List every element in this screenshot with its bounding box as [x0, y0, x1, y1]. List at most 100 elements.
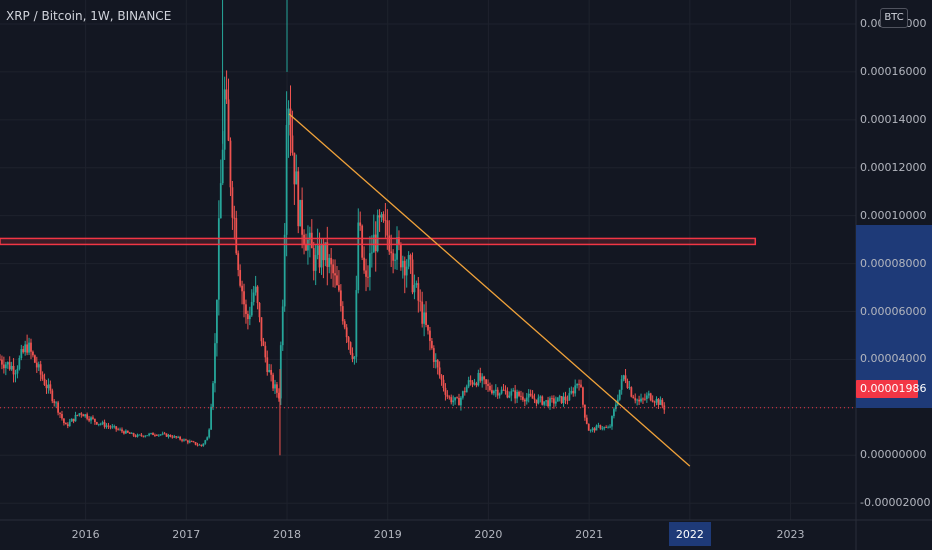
candle-body	[243, 291, 245, 305]
candle-body	[572, 390, 575, 394]
candle-body	[124, 430, 127, 434]
candle-body	[301, 200, 304, 235]
candle-body	[95, 422, 98, 425]
candle-body	[109, 426, 112, 428]
candle-body	[339, 290, 342, 307]
candle-body	[607, 427, 610, 429]
price-tick-label: 0.00006000	[860, 304, 927, 318]
candle-body	[438, 367, 441, 376]
candle-body	[76, 414, 79, 416]
candle-body	[229, 140, 232, 188]
candle-body	[66, 424, 69, 427]
candle-body	[551, 398, 553, 400]
candle-body	[467, 380, 470, 387]
candle-body	[270, 370, 273, 375]
candle-body	[142, 435, 145, 437]
candle-body	[642, 398, 644, 400]
candle-body	[320, 244, 323, 268]
price-tick-label: -0.00002000	[860, 496, 931, 510]
candle-body	[322, 244, 325, 261]
candle-body	[35, 362, 38, 368]
candle-body	[148, 433, 151, 436]
candle-body	[105, 425, 108, 427]
candle-body	[210, 406, 212, 430]
candle-body	[504, 390, 507, 392]
candle-body	[518, 391, 520, 396]
candle-body	[246, 313, 249, 320]
candle-body	[171, 436, 174, 438]
candle-body	[136, 434, 139, 437]
candle-body	[63, 418, 65, 424]
candle-body	[154, 435, 156, 436]
currency-badge[interactable]: BTC	[880, 8, 908, 28]
candle-body	[626, 380, 629, 388]
candle-body	[369, 253, 371, 278]
candle-body	[514, 390, 517, 399]
candle-body	[328, 257, 331, 267]
candle-body	[28, 342, 30, 353]
candle-body	[578, 383, 580, 385]
candle-body	[314, 254, 317, 271]
price-tick-label: 0.00014000	[860, 112, 927, 126]
candle-body	[10, 365, 13, 370]
candle-body	[419, 300, 422, 302]
candle-body	[237, 253, 240, 271]
candle-body	[380, 214, 383, 218]
candle-body	[520, 395, 522, 397]
time-tick-label: 2020	[474, 528, 503, 541]
candle-body	[425, 312, 427, 325]
candle-body	[103, 422, 106, 427]
candle-body	[235, 218, 238, 254]
candle-body	[618, 389, 621, 400]
candle-body	[281, 306, 284, 346]
candle-body	[279, 345, 282, 399]
time-tick-label: 2017	[172, 528, 201, 541]
candle-body	[624, 375, 627, 381]
candle-body	[132, 433, 135, 436]
candle-body	[57, 402, 59, 413]
candle-body	[471, 381, 474, 385]
candle-body	[645, 395, 648, 399]
candle-body	[152, 432, 154, 436]
candle-body	[649, 393, 652, 401]
candle-body	[653, 401, 656, 403]
candle-body	[597, 425, 600, 427]
candle-body	[0, 359, 1, 361]
candle-body	[396, 237, 398, 260]
candle-body	[308, 232, 311, 240]
candle-body	[394, 259, 396, 261]
time-tick-label: 2022	[675, 528, 704, 541]
candle-body	[86, 414, 89, 419]
symbol-title[interactable]: XRP / Bitcoin, 1W, BINANCE	[6, 9, 172, 23]
candle-body	[115, 426, 118, 430]
candle-body	[343, 321, 346, 328]
candle-body	[541, 396, 544, 405]
candle-body	[543, 401, 546, 405]
candle-body	[43, 378, 46, 386]
candle-body	[628, 387, 631, 389]
candle-body	[165, 433, 168, 437]
last-price-tag: 0.00001986	[856, 380, 926, 398]
candle-body	[601, 428, 604, 430]
candle-body	[245, 304, 247, 314]
price-range-highlight	[856, 225, 932, 408]
candle-body	[384, 220, 387, 222]
candle-body	[659, 399, 662, 405]
candle-body	[204, 440, 207, 444]
candle-body	[206, 437, 209, 441]
candle-body	[398, 237, 400, 245]
candle-body	[583, 404, 586, 418]
candle-body	[338, 285, 340, 291]
candle-body	[183, 439, 185, 441]
descending-trendline[interactable]	[288, 113, 691, 467]
candle-body	[341, 306, 344, 322]
candle-body	[186, 440, 189, 443]
candle-body	[59, 412, 61, 415]
candle-body	[560, 396, 563, 404]
candle-body	[310, 232, 313, 249]
candle-body	[355, 290, 358, 357]
candle-body	[634, 398, 637, 401]
resistance-zone[interactable]	[0, 237, 757, 246]
candle-body	[529, 393, 532, 396]
